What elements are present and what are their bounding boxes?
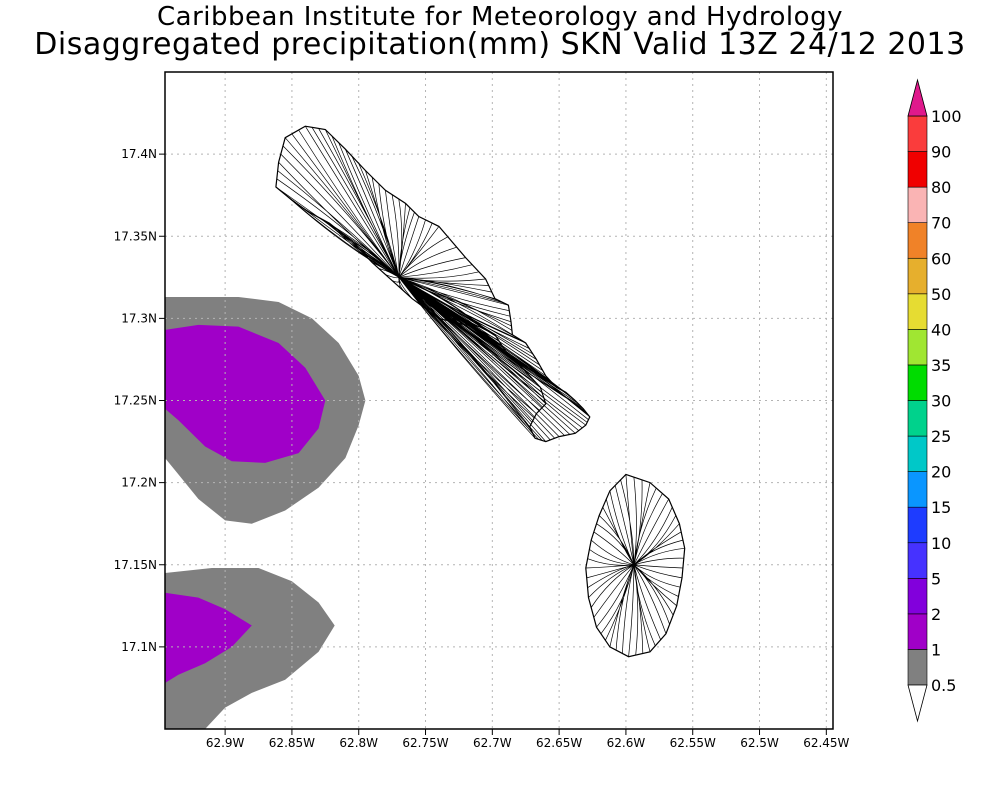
legend-swatch-11 bbox=[907, 257, 928, 295]
legend-label: 90 bbox=[931, 143, 951, 162]
legend-swatch-5 bbox=[907, 471, 928, 508]
y-tick-label: 17.3N bbox=[121, 311, 157, 325]
legend-swatch-4 bbox=[907, 506, 928, 544]
x-tick-label: 62.85W bbox=[269, 736, 315, 750]
legend-swatch-2 bbox=[907, 578, 928, 615]
legend-swatch-14 bbox=[907, 151, 928, 188]
legend-label: 25 bbox=[931, 427, 951, 446]
legend-arrow-high bbox=[907, 78, 928, 117]
legend-swatch-9 bbox=[907, 329, 928, 366]
legend-swatch-6 bbox=[907, 435, 928, 472]
y-tick-label: 17.1N bbox=[121, 640, 157, 654]
axes: 62.9W 62.85W 62.8W 62.75W 62.7W 62.65W 62.6W 62… bbox=[114, 147, 850, 750]
coastline bbox=[585, 473, 686, 658]
x-tick-label: 62.9W bbox=[206, 736, 245, 750]
watershed-lines bbox=[585, 474, 685, 657]
x-tick-label: 62.55W bbox=[670, 736, 716, 750]
island-st-kitts bbox=[275, 125, 591, 443]
legend-label: 15 bbox=[931, 498, 951, 517]
x-tick-label: 62.5W bbox=[740, 736, 779, 750]
legend-swatch-1 bbox=[907, 613, 928, 650]
map-title-institution: Caribbean Institute for Meteorology and … bbox=[157, 2, 843, 32]
x-tick-label: 62.65W bbox=[536, 736, 582, 750]
island-nevis bbox=[585, 473, 686, 658]
y-tick-label: 17.4N bbox=[121, 147, 157, 161]
legend-swatch-12 bbox=[907, 222, 928, 259]
legend-label: 40 bbox=[931, 320, 951, 339]
legend-swatch-0 bbox=[907, 649, 928, 686]
legend-label: 20 bbox=[931, 463, 951, 482]
y-tick-label: 17.2N bbox=[121, 476, 157, 490]
legend-label: 2 bbox=[931, 605, 941, 624]
precip-shading bbox=[165, 297, 366, 729]
legend-label: 60 bbox=[931, 249, 951, 268]
islands bbox=[275, 125, 686, 658]
precip-area-3 bbox=[165, 592, 252, 683]
legend-label: 100 bbox=[931, 107, 962, 126]
legend-label: 70 bbox=[931, 214, 951, 233]
legend-swatch-10 bbox=[907, 293, 928, 330]
map-layer: 62.9W 62.85W 62.8W 62.75W 62.7W 62.65W 62.6W 62… bbox=[114, 71, 850, 750]
y-tick-label: 17.15N bbox=[114, 558, 157, 572]
legend-label: 80 bbox=[931, 178, 951, 197]
x-tick-label: 62.7W bbox=[473, 736, 512, 750]
watershed-lines bbox=[275, 126, 591, 442]
precip-area-1 bbox=[165, 324, 326, 463]
legend-label: 0.5 bbox=[931, 676, 956, 695]
x-tick-label: 62.45W bbox=[803, 736, 849, 750]
legend-arrow-low bbox=[907, 684, 928, 723]
x-tick-label: 62.8W bbox=[339, 736, 378, 750]
coastline bbox=[275, 125, 591, 443]
legend-swatch-8 bbox=[907, 364, 928, 401]
legend-swatch-15 bbox=[907, 115, 928, 152]
legend-label: 35 bbox=[931, 356, 951, 375]
y-tick-label: 17.25N bbox=[114, 394, 157, 408]
legend-label: 10 bbox=[931, 534, 951, 553]
legend-label: 30 bbox=[931, 392, 951, 411]
x-tick-label: 62.6W bbox=[607, 736, 646, 750]
y-tick-label: 17.35N bbox=[114, 229, 157, 243]
legend-label: 50 bbox=[931, 285, 951, 304]
x-tick-label: 62.75W bbox=[402, 736, 448, 750]
legend-label: 1 bbox=[931, 640, 941, 659]
map-title-product: Disaggregated precipitation(mm) SKN Vali… bbox=[34, 27, 966, 62]
legend-swatch-7 bbox=[907, 400, 928, 437]
legend-swatch-13 bbox=[907, 186, 928, 223]
legend-swatch-3 bbox=[907, 542, 928, 579]
legend-label: 5 bbox=[931, 569, 941, 588]
